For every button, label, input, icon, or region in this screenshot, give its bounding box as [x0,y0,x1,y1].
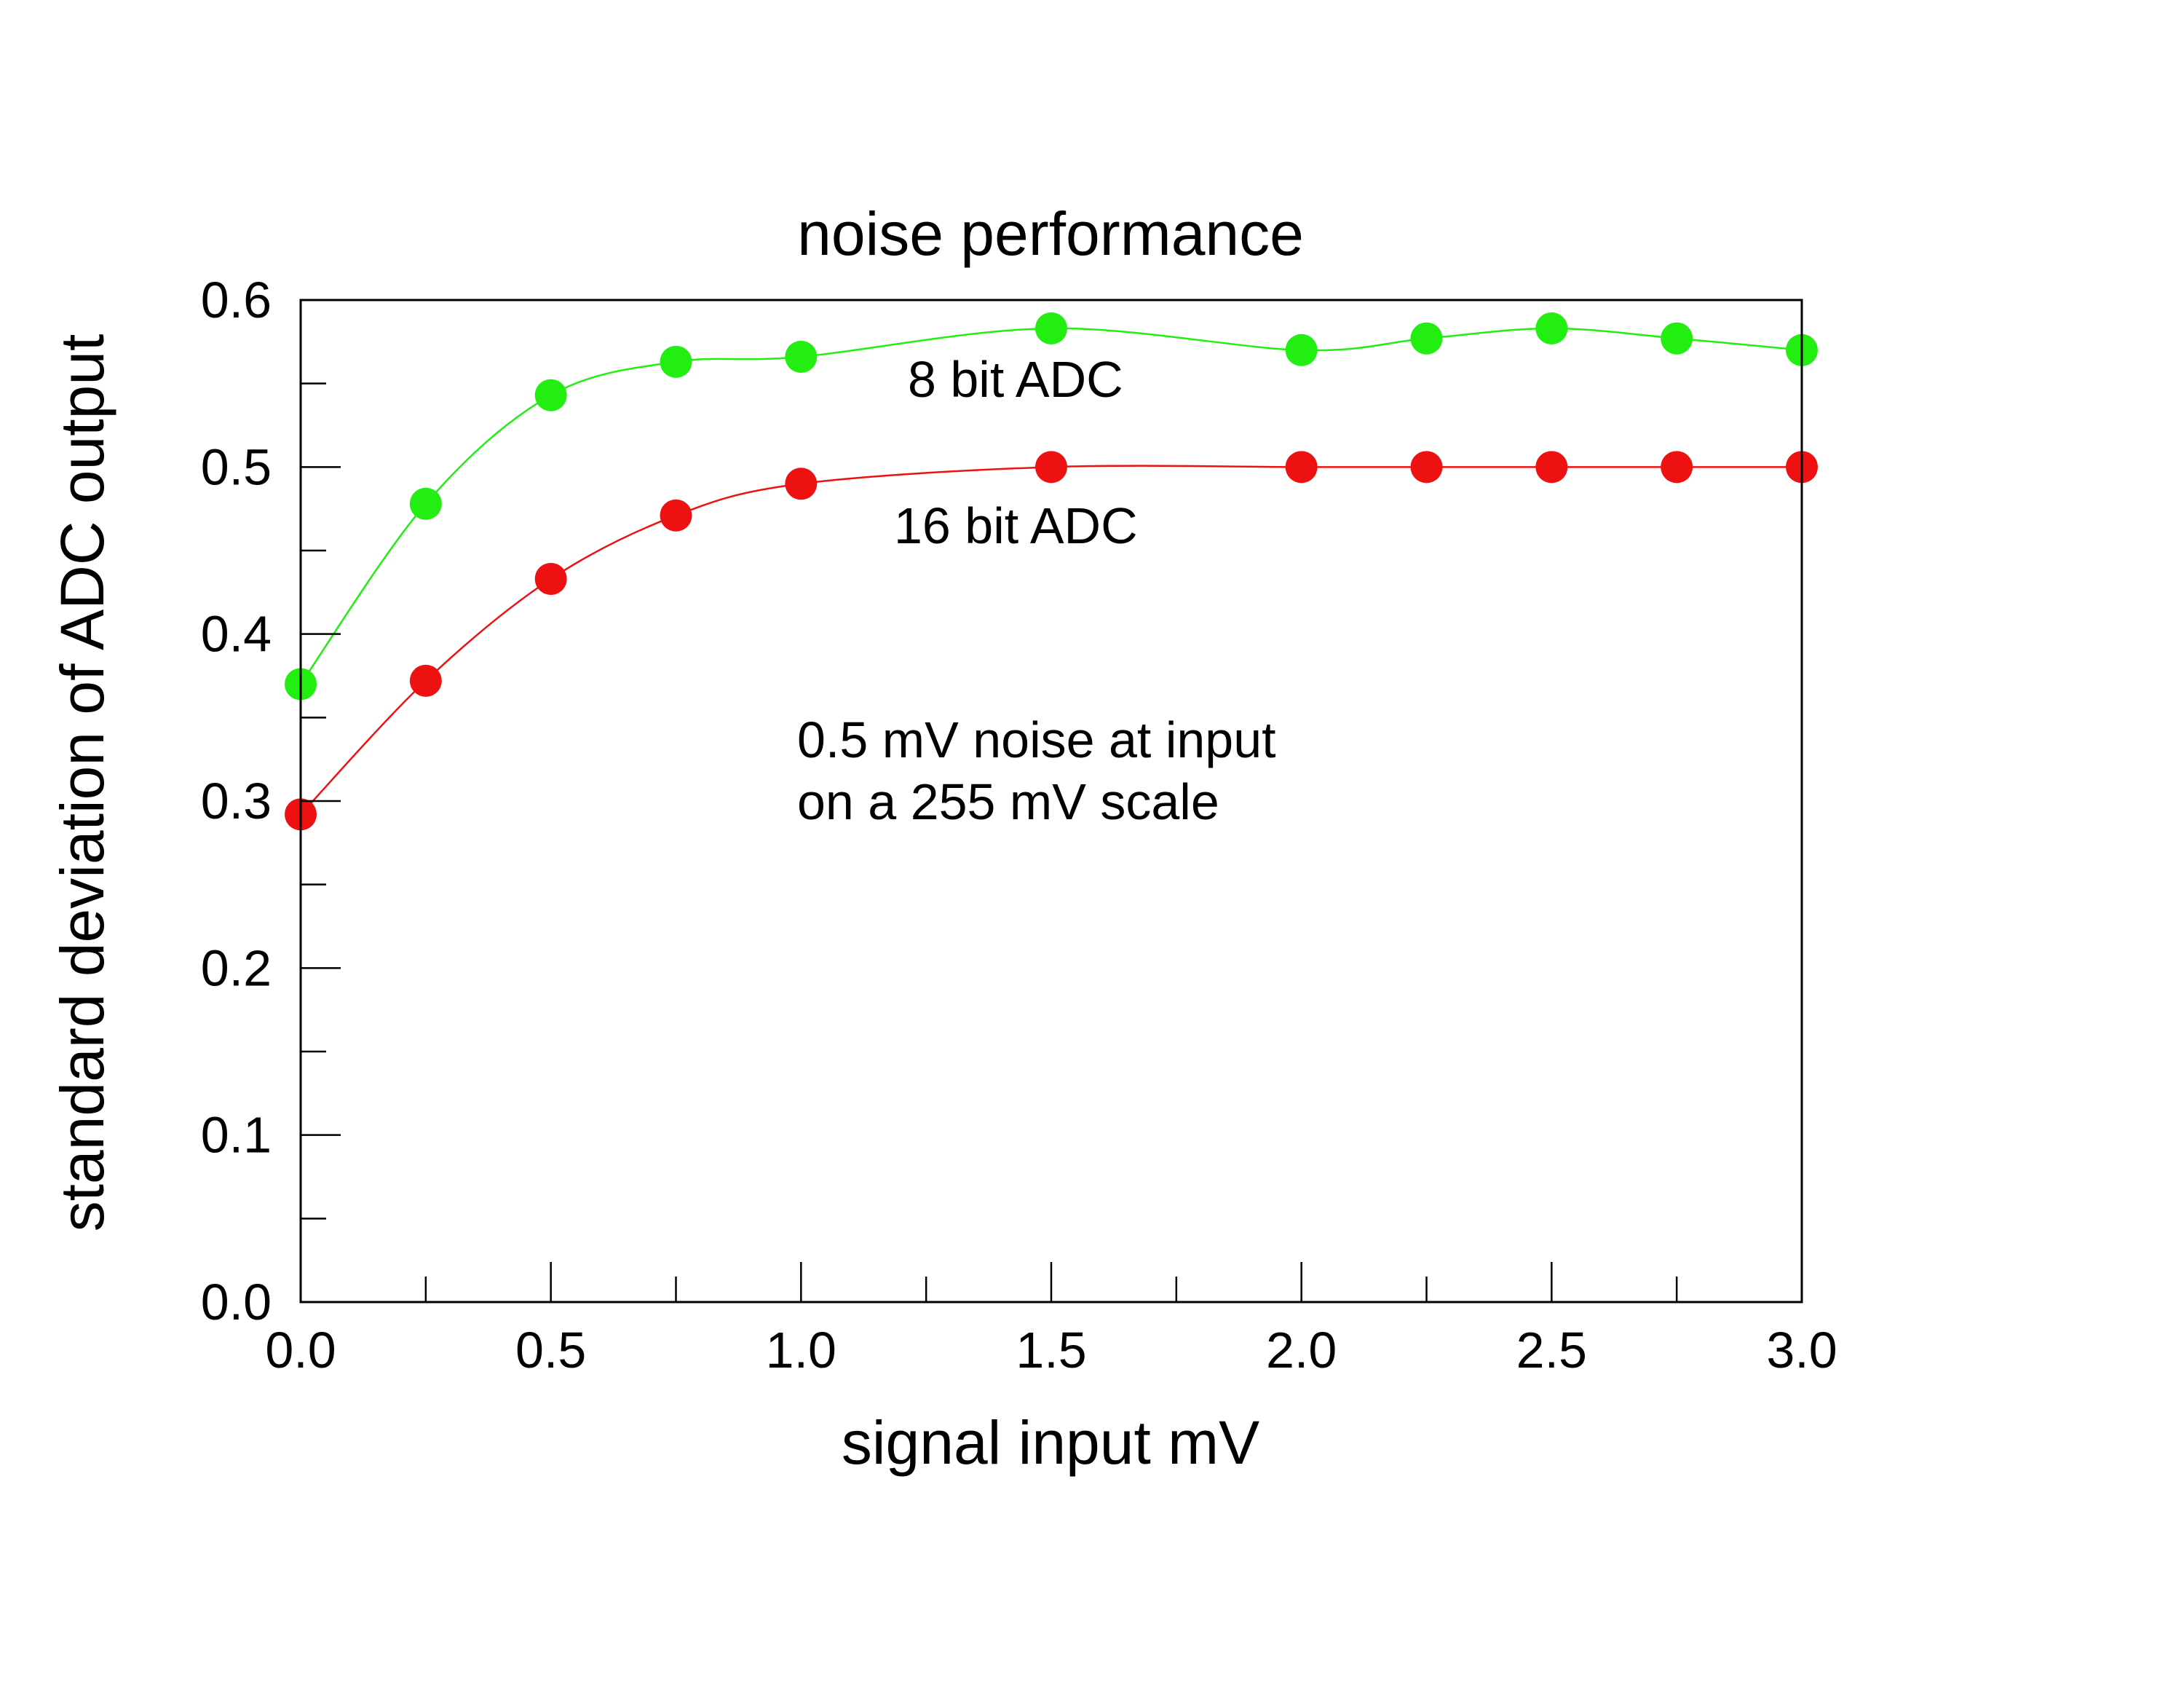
y-tick-label: 0.1 [201,1107,272,1164]
x-tick-label: 0.5 [515,1322,586,1379]
data-point-16-bit-adc [660,499,692,532]
annotation-noise-line-2: on a 255 mV scale [797,773,1219,830]
data-point-8-bit-adc [1410,322,1443,355]
x-axis-label: signal input mV [842,1408,1259,1477]
y-tick-label: 0.0 [201,1274,272,1330]
y-tick-label: 0.5 [201,438,272,495]
data-point-8-bit-adc [1035,312,1067,344]
data-point-16-bit-adc [1035,451,1067,484]
series-16-bit-adc [285,451,1818,831]
data-point-8-bit-adc [409,487,442,520]
x-tick-label: 1.0 [766,1322,836,1379]
x-axis-ticks: 0.0 0.5 1.0 1.5 2.0 2.5 3.0 [265,1262,1837,1379]
data-point-16-bit-adc [409,664,442,697]
data-point-8-bit-adc [534,379,567,411]
series-label-16-bit-adc: 16 bit ADC [894,497,1138,554]
x-tick-label: 3.0 [1766,1322,1837,1379]
y-tick-label: 0.6 [201,272,272,328]
data-point-16-bit-adc [1535,451,1568,484]
data-point-8-bit-adc [1661,322,1693,355]
data-point-16-bit-adc [1285,451,1318,484]
data-point-8-bit-adc [660,345,692,378]
x-tick-label: 0.0 [265,1322,336,1379]
y-tick-label: 0.4 [201,606,272,663]
series-8-bit-adc [285,312,1818,701]
series-layer [285,312,1818,831]
x-tick-label: 2.5 [1516,1322,1587,1379]
data-point-16-bit-adc [1410,451,1443,484]
data-point-8-bit-adc [785,340,818,373]
y-axis-ticks: 0.0 0.1 0.2 0.3 0.4 0.5 0.6 [201,272,341,1330]
annotation-noise-line-1: 0.5 mV noise at input [797,711,1276,768]
y-tick-label: 0.3 [201,773,272,829]
y-axis-label: standard deviation of ADC output [48,334,116,1232]
data-point-16-bit-adc [785,468,818,500]
data-point-16-bit-adc [534,562,567,595]
x-tick-label: 2.0 [1266,1322,1337,1379]
x-tick-label: 1.5 [1016,1322,1086,1379]
data-point-8-bit-adc [1285,334,1318,366]
series-label-8-bit-adc: 8 bit ADC [908,351,1123,408]
data-point-8-bit-adc [1535,312,1568,344]
data-point-16-bit-adc [1661,451,1693,484]
y-tick-label: 0.2 [201,939,272,996]
chart-title: noise performance [797,200,1304,268]
